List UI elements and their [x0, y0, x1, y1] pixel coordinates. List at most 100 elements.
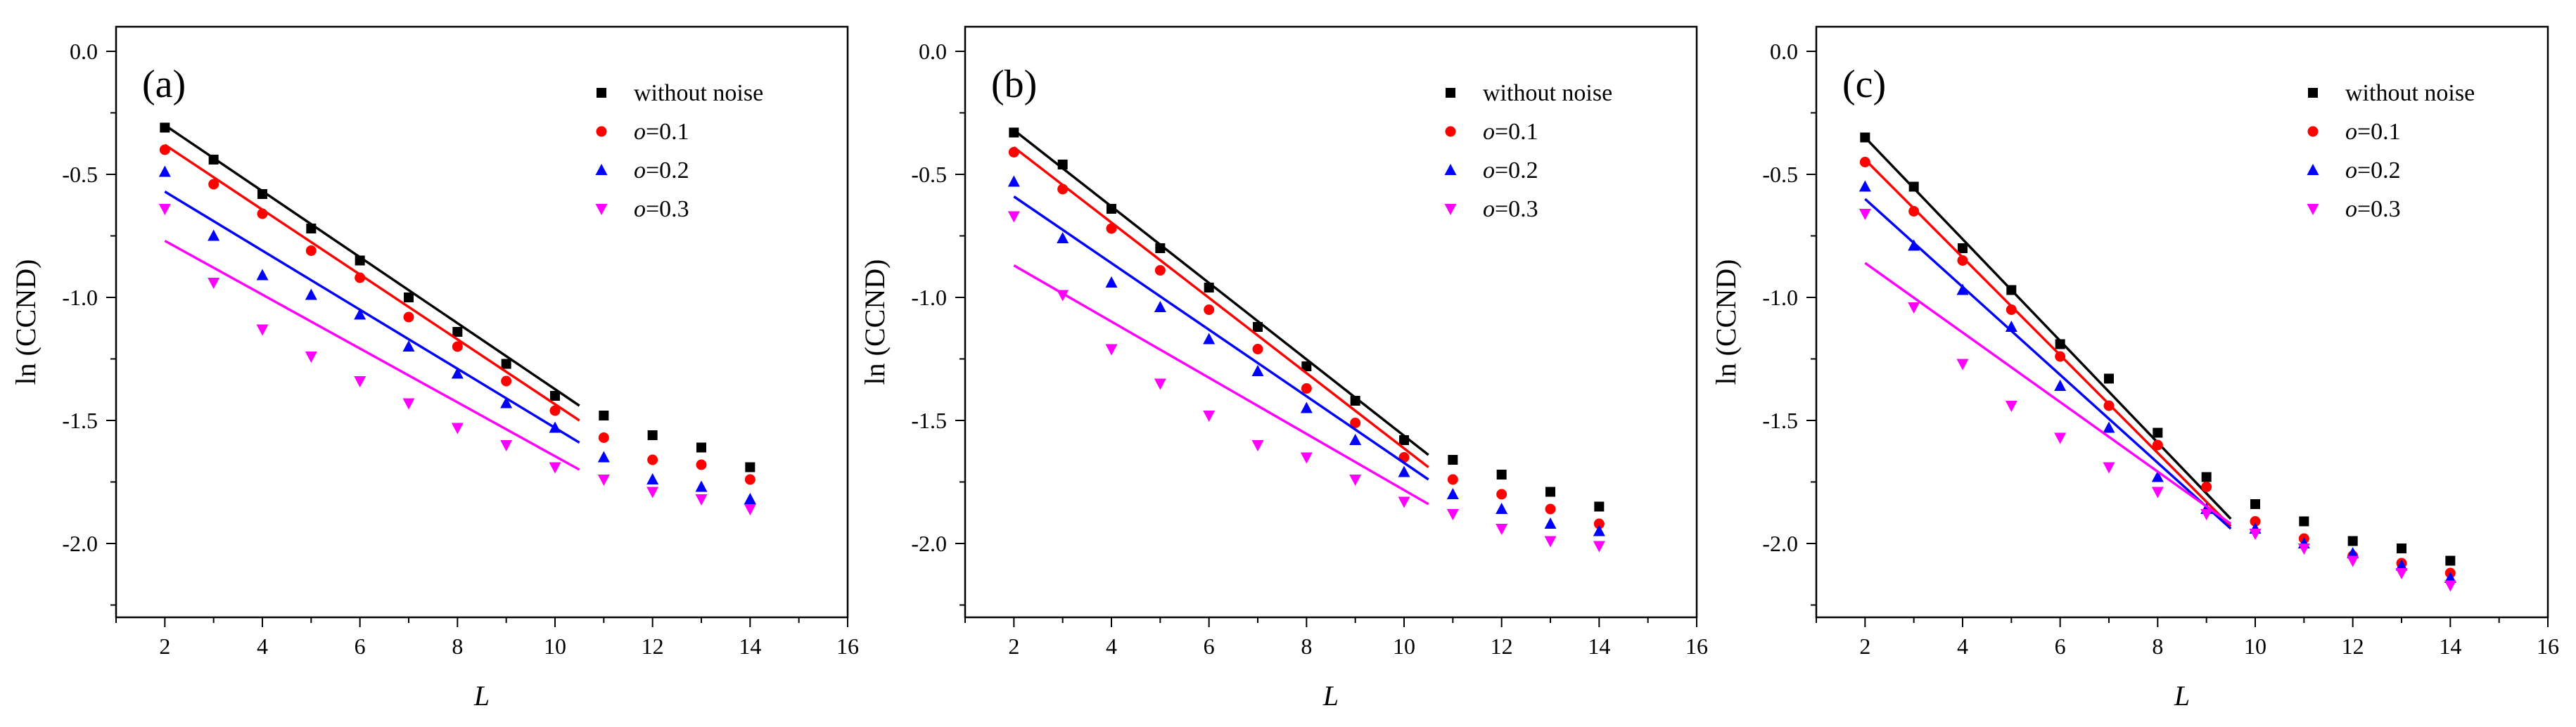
data-point	[1593, 518, 1605, 529]
data-point	[744, 474, 755, 485]
data-point	[1007, 211, 1020, 223]
data-point	[550, 391, 560, 401]
data-point	[1204, 283, 1214, 292]
data-point	[1593, 541, 1605, 553]
data-point	[2395, 568, 2408, 579]
data-point	[696, 442, 706, 453]
data-point	[549, 462, 561, 474]
fit-line	[1864, 136, 2232, 520]
legend-label: o=0.2	[2345, 157, 2401, 184]
series-1	[1008, 146, 1605, 529]
data-point	[695, 494, 708, 506]
data-point	[159, 144, 170, 155]
data-point	[1956, 359, 1969, 371]
data-point	[2151, 487, 2164, 498]
data-point	[1349, 475, 1362, 486]
fit-line	[1013, 129, 1429, 456]
y-axis-title: ln (CCND)	[1710, 259, 1742, 385]
data-point	[1106, 223, 1117, 234]
data-point	[1448, 455, 1458, 465]
data-point	[696, 459, 707, 470]
series-1	[1859, 157, 2456, 579]
data-point	[1350, 418, 1361, 428]
data-point	[1253, 322, 1263, 332]
legend: without noise o=0.1 o=0.2 o=0.3	[595, 80, 763, 222]
data-point	[1593, 525, 1605, 536]
data-point	[158, 204, 171, 215]
data-point	[2445, 555, 2456, 566]
data-point	[257, 208, 268, 219]
legend-marker	[1444, 164, 1457, 175]
data-point	[2444, 572, 2456, 583]
data-point	[451, 367, 464, 379]
y-tick-label: 0.0	[919, 39, 947, 64]
y-tick-label: -1.5	[1762, 408, 1798, 433]
series-3	[1007, 211, 1605, 553]
legend-marker	[2307, 204, 2319, 215]
data-point	[1545, 503, 1556, 515]
y-tick-label: -1.0	[62, 285, 98, 310]
data-point	[695, 480, 708, 492]
x-tick-label: 2	[1859, 633, 1870, 659]
legend-marker	[595, 164, 608, 175]
data-point	[1301, 361, 1312, 371]
data-point	[2297, 543, 2310, 555]
data-point	[744, 493, 756, 504]
data-point	[2347, 555, 2359, 567]
data-point	[2104, 373, 2114, 384]
data-point	[2250, 516, 2261, 527]
data-point	[452, 341, 463, 352]
x-axis-title: L	[1322, 680, 1339, 712]
x-axis-title: L	[473, 680, 490, 712]
x-tick-label: 8	[452, 633, 463, 659]
data-point	[2006, 285, 2017, 295]
y-tick-label: -1.5	[62, 408, 98, 433]
data-point	[160, 122, 170, 133]
data-point	[1252, 344, 1263, 354]
data-point	[354, 308, 366, 320]
fit-line	[1864, 262, 2232, 525]
data-point	[1594, 501, 1605, 512]
data-point	[2153, 427, 2163, 438]
data-point	[500, 397, 513, 408]
data-point	[1057, 184, 1069, 195]
legend-label: o=0.3	[2345, 196, 2401, 222]
x-tick-label: 6	[355, 633, 366, 659]
data-point	[1446, 509, 1459, 520]
x-tick-label: 16	[1685, 633, 1708, 659]
data-point	[404, 292, 414, 302]
legend-marker	[596, 126, 607, 137]
data-point	[256, 269, 269, 281]
data-point	[744, 504, 756, 515]
data-point	[2395, 559, 2408, 571]
y-tick-label: 0.0	[1770, 39, 1798, 64]
data-point	[745, 462, 755, 472]
data-point	[452, 327, 463, 337]
data-point	[2055, 339, 2065, 349]
data-point	[1008, 147, 1019, 157]
panel-label: (c)	[1842, 63, 1886, 106]
data-point	[1301, 383, 1312, 394]
data-point	[1057, 290, 1069, 302]
data-point	[403, 311, 414, 323]
x-tick-label: 14	[739, 633, 761, 659]
x-tick-label: 14	[1588, 633, 1610, 659]
data-point	[1300, 401, 1313, 413]
chart-panel-2: 2 4 6 8 10 12 14 16 0.0 -0.5 -1.0 -1.5 -2.0 Lln (CCND…	[1710, 25, 2559, 712]
legend-label: o=0.2	[634, 157, 689, 184]
data-point	[1009, 127, 1019, 138]
fit-line	[164, 143, 580, 422]
data-point	[402, 340, 415, 352]
x-tick-label: 2	[1008, 633, 1019, 659]
series-2	[1858, 180, 2456, 583]
data-point	[451, 423, 464, 435]
plot-frame	[115, 25, 849, 619]
data-point	[1544, 536, 1557, 548]
data-point	[1447, 474, 1458, 485]
series-2	[1007, 175, 1605, 536]
x-tick-label: 4	[1106, 633, 1117, 659]
series-2	[158, 165, 756, 504]
data-point	[2444, 580, 2456, 592]
data-point	[2201, 472, 2212, 482]
